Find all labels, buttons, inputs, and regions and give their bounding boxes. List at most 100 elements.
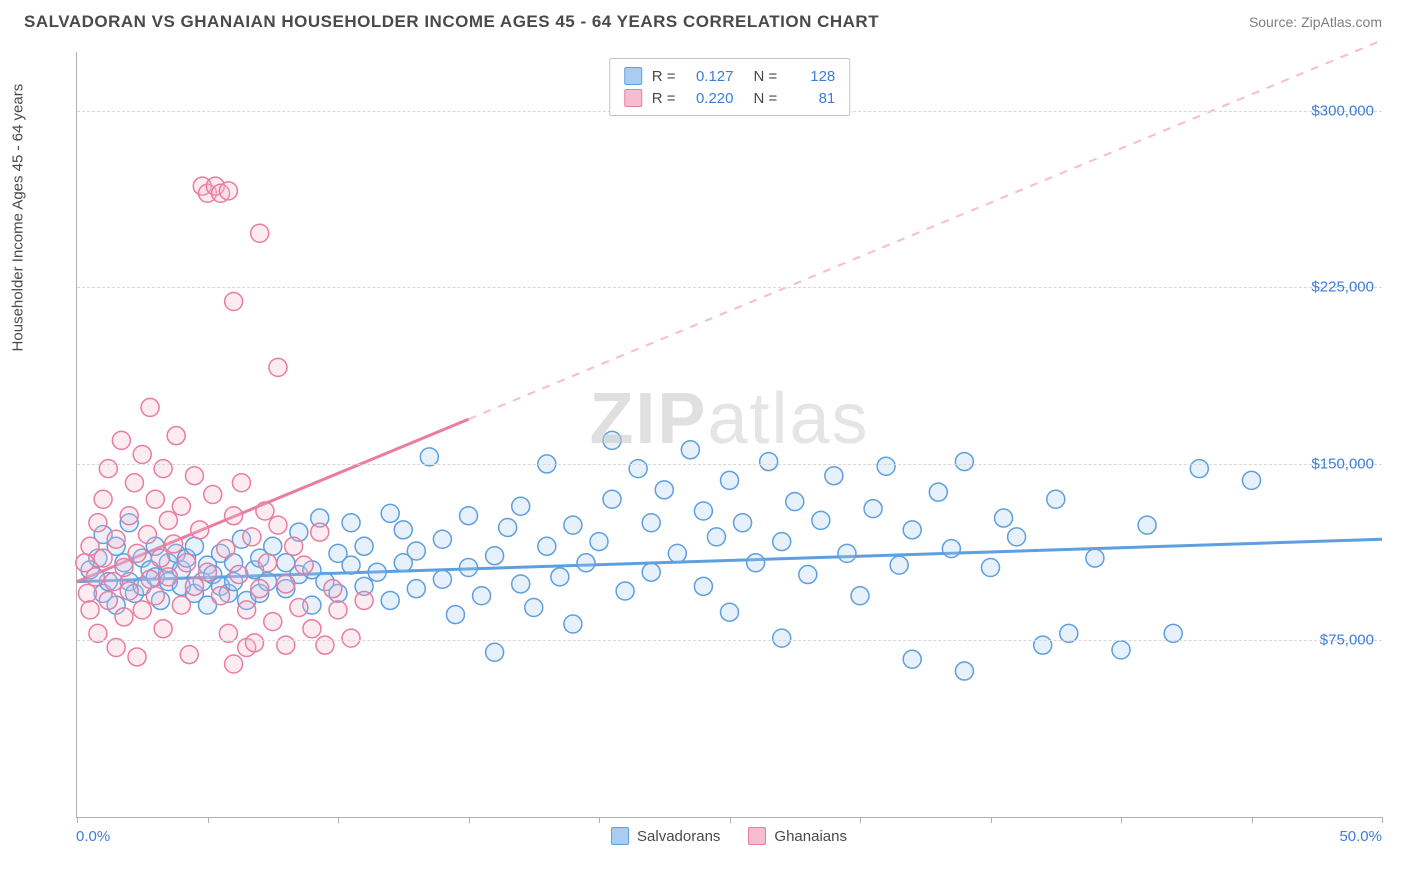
data-point xyxy=(81,601,99,619)
data-point xyxy=(982,558,1000,576)
data-point xyxy=(146,587,164,605)
y-tick-label: $300,000 xyxy=(1311,102,1374,119)
data-point xyxy=(564,615,582,633)
data-point xyxy=(707,528,725,546)
data-point xyxy=(1034,636,1052,654)
data-point xyxy=(311,523,329,541)
data-point xyxy=(290,599,308,617)
data-point xyxy=(99,591,117,609)
data-point xyxy=(277,636,295,654)
data-point xyxy=(381,504,399,522)
data-point xyxy=(473,587,491,605)
data-point xyxy=(172,497,190,515)
data-point xyxy=(668,544,686,562)
data-point xyxy=(486,643,504,661)
x-tick xyxy=(1252,817,1253,823)
data-point xyxy=(942,540,960,558)
data-point xyxy=(154,620,172,638)
data-point xyxy=(773,629,791,647)
data-point xyxy=(512,575,530,593)
data-point xyxy=(133,601,151,619)
data-point xyxy=(128,544,146,562)
data-point xyxy=(185,537,203,555)
data-point xyxy=(277,575,295,593)
source-label: Source: ZipAtlas.com xyxy=(1249,14,1382,30)
data-point xyxy=(191,521,209,539)
data-point xyxy=(433,530,451,548)
data-point xyxy=(642,563,660,581)
stat-r-value: 0.220 xyxy=(686,90,734,107)
data-point xyxy=(238,601,256,619)
data-point xyxy=(381,591,399,609)
gridline xyxy=(77,640,1382,641)
data-point xyxy=(812,511,830,529)
data-point xyxy=(94,490,112,508)
y-axis-label: Householder Income Ages 45 - 64 years xyxy=(10,84,27,352)
data-point xyxy=(167,427,185,445)
data-point xyxy=(256,502,274,520)
data-point xyxy=(877,457,895,475)
data-point xyxy=(486,547,504,565)
data-point xyxy=(460,558,478,576)
data-point xyxy=(499,518,517,536)
x-tick xyxy=(730,817,731,823)
data-point xyxy=(212,587,230,605)
y-tick-label: $150,000 xyxy=(1311,455,1374,472)
data-point xyxy=(232,474,250,492)
gridline xyxy=(77,287,1382,288)
data-point xyxy=(955,453,973,471)
stat-n-value: 128 xyxy=(787,68,835,85)
data-point xyxy=(734,514,752,532)
stats-legend-row: R =0.220N =81 xyxy=(624,87,836,109)
legend-swatch xyxy=(624,89,642,107)
data-point xyxy=(903,521,921,539)
x-tick xyxy=(599,817,600,823)
data-point xyxy=(185,467,203,485)
y-tick-label: $225,000 xyxy=(1311,279,1374,296)
plot-area: ZIPatlas R =0.127N =128R =0.220N =81 $75… xyxy=(76,52,1382,818)
data-point xyxy=(1190,460,1208,478)
data-point xyxy=(324,580,342,598)
stat-r-label: R = xyxy=(652,68,676,85)
data-point xyxy=(120,507,138,525)
data-point xyxy=(681,441,699,459)
data-point xyxy=(1112,641,1130,659)
stat-n-value: 81 xyxy=(787,90,835,107)
data-point xyxy=(446,606,464,624)
data-point xyxy=(115,608,133,626)
data-point xyxy=(141,570,159,588)
data-point xyxy=(1047,490,1065,508)
x-tick xyxy=(1121,817,1122,823)
data-point xyxy=(180,646,198,664)
data-point xyxy=(154,460,172,478)
data-point xyxy=(368,563,386,581)
data-point xyxy=(295,556,313,574)
data-point xyxy=(138,526,156,544)
data-point xyxy=(825,467,843,485)
data-point xyxy=(342,556,360,574)
data-point xyxy=(303,620,321,638)
data-point xyxy=(141,398,159,416)
data-point xyxy=(316,636,334,654)
data-point xyxy=(125,474,143,492)
stats-legend-row: R =0.127N =128 xyxy=(624,65,836,87)
legend-item: Ghanaians xyxy=(748,827,847,845)
data-point xyxy=(694,502,712,520)
data-point xyxy=(955,662,973,680)
data-point xyxy=(551,568,569,586)
data-point xyxy=(903,650,921,668)
data-point xyxy=(217,540,235,558)
x-tick xyxy=(338,817,339,823)
data-point xyxy=(407,580,425,598)
data-point xyxy=(120,582,138,600)
data-point xyxy=(538,537,556,555)
data-point xyxy=(394,521,412,539)
stat-n-label: N = xyxy=(754,90,778,107)
data-point xyxy=(525,599,543,617)
chart-container: Householder Income Ages 45 - 64 years ZI… xyxy=(24,52,1382,848)
legend-swatch xyxy=(748,827,766,845)
data-point xyxy=(269,358,287,376)
legend-swatch xyxy=(624,67,642,85)
data-point xyxy=(78,584,96,602)
data-point xyxy=(89,514,107,532)
